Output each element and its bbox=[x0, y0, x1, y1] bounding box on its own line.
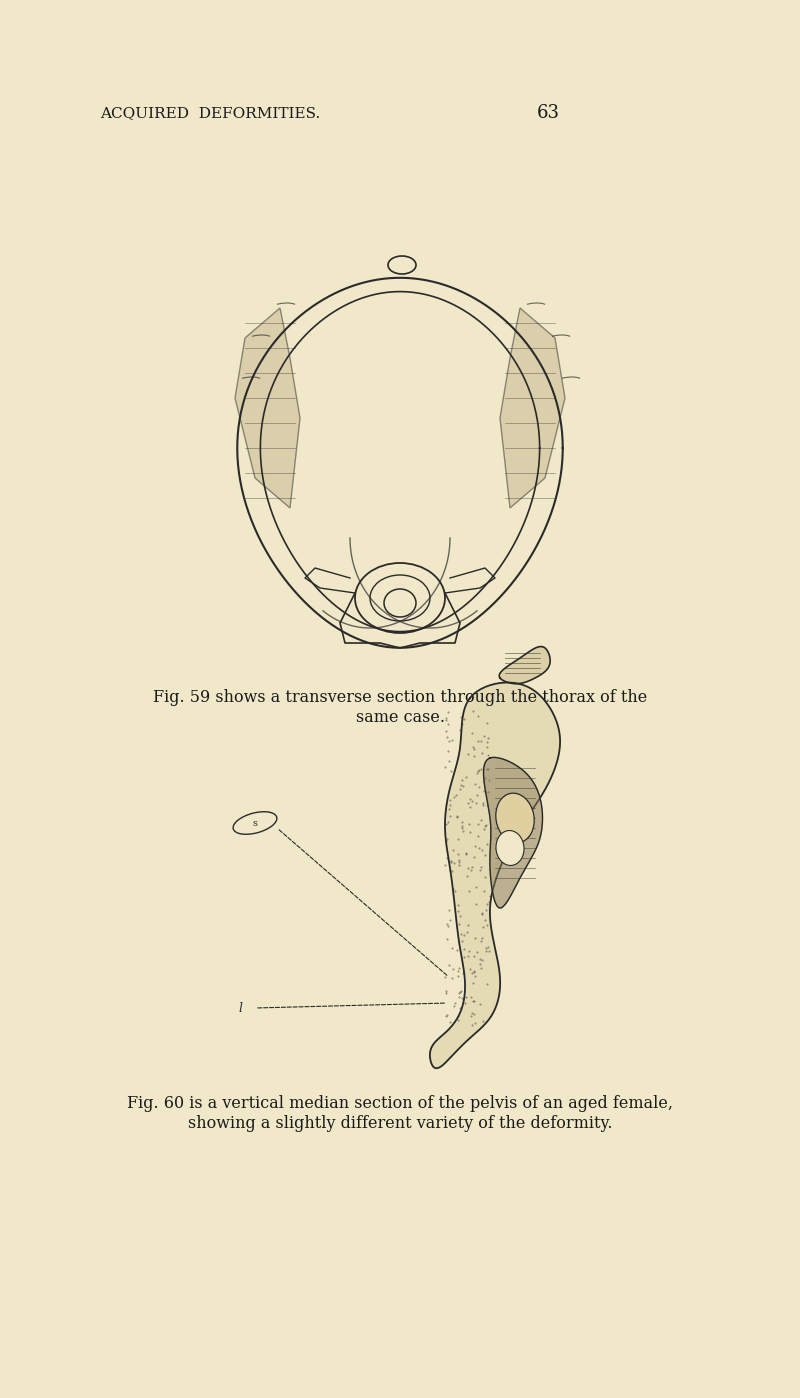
Ellipse shape bbox=[384, 589, 416, 617]
Ellipse shape bbox=[388, 256, 416, 274]
Polygon shape bbox=[499, 646, 550, 684]
Text: Fig. 59 shows a transverse section through the thorax of the: Fig. 59 shows a transverse section throu… bbox=[153, 689, 647, 706]
Ellipse shape bbox=[496, 830, 524, 865]
Text: same case.: same case. bbox=[355, 710, 445, 727]
Text: 63: 63 bbox=[537, 103, 559, 122]
Text: showing a slightly different variety of the deformity.: showing a slightly different variety of … bbox=[188, 1114, 612, 1131]
Text: ACQUIRED  DEFORMITIES.: ACQUIRED DEFORMITIES. bbox=[100, 106, 320, 120]
Ellipse shape bbox=[496, 793, 534, 843]
Text: s: s bbox=[253, 818, 258, 828]
Text: Fig. 60 is a vertical median section of the pelvis of an aged female,: Fig. 60 is a vertical median section of … bbox=[127, 1095, 673, 1111]
Text: l: l bbox=[238, 1001, 242, 1015]
Polygon shape bbox=[430, 682, 560, 1068]
Polygon shape bbox=[500, 308, 565, 507]
Ellipse shape bbox=[355, 563, 445, 633]
Ellipse shape bbox=[233, 812, 277, 835]
Polygon shape bbox=[483, 758, 542, 907]
Polygon shape bbox=[235, 308, 300, 507]
